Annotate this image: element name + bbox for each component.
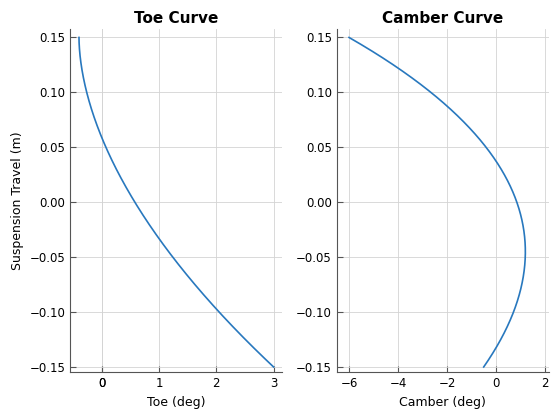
X-axis label: Camber (deg): Camber (deg): [399, 396, 486, 409]
Title: Toe Curve: Toe Curve: [134, 11, 218, 26]
X-axis label: Toe (deg): Toe (deg): [147, 396, 206, 409]
Title: Camber Curve: Camber Curve: [382, 11, 503, 26]
Y-axis label: Suspension Travel (m): Suspension Travel (m): [11, 131, 24, 270]
